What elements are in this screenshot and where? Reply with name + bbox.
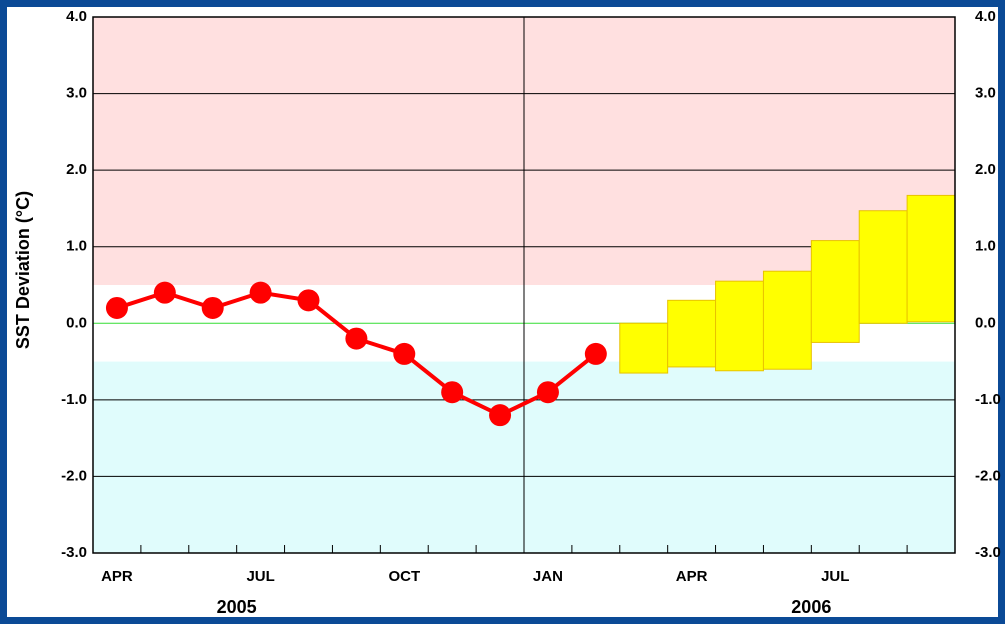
series-point [297, 289, 320, 312]
series-point [105, 296, 128, 319]
series-point [201, 296, 224, 319]
series-point [153, 281, 176, 304]
y2-tick-label: 3.0 [975, 85, 996, 102]
y-tick-label: 3.0 [66, 85, 87, 102]
forecast-box [619, 322, 669, 374]
y-tick-label: -1.0 [61, 391, 87, 408]
y2-tick-label: -2.0 [975, 467, 1001, 484]
x-tick-label: OCT [388, 568, 420, 585]
forecast-box [906, 194, 956, 323]
y2-tick-label: 0.0 [975, 314, 996, 331]
x-tick-label: APR [101, 568, 133, 585]
y2-tick-label: -3.0 [975, 544, 1001, 561]
y2-tick-label: 4.0 [975, 8, 996, 25]
y-tick-label: 2.0 [66, 161, 87, 178]
y2-tick-label: 1.0 [975, 238, 996, 255]
year-label: 2005 [217, 597, 257, 617]
series-point [249, 281, 272, 304]
forecast-box [810, 240, 860, 343]
series-point [489, 404, 512, 427]
x-tick-label: JAN [533, 568, 563, 585]
y-tick-label: -2.0 [61, 467, 87, 484]
series-point [393, 342, 416, 365]
year-label: 2006 [791, 597, 831, 617]
series-point [584, 342, 607, 365]
series-point [345, 327, 368, 350]
x-tick-label: JUL [821, 568, 849, 585]
forecast-box [715, 280, 764, 372]
forecast-box [858, 210, 908, 324]
forecast-box [762, 270, 812, 370]
y-tick-label: 1.0 [66, 238, 87, 255]
y-axis-label: SST Deviation (°C) [13, 191, 33, 349]
forecast-box [667, 299, 717, 368]
series-point [441, 381, 464, 404]
y-tick-label: -3.0 [61, 544, 87, 561]
y2-tick-label: -1.0 [975, 391, 1001, 408]
x-tick-label: APR [676, 568, 708, 585]
series-point [536, 381, 559, 404]
x-tick-label: JUL [246, 568, 274, 585]
y-tick-label: 4.0 [66, 8, 87, 25]
plot-border [92, 16, 956, 554]
y-tick-label: 0.0 [66, 314, 87, 331]
y2-tick-label: 2.0 [975, 161, 996, 178]
